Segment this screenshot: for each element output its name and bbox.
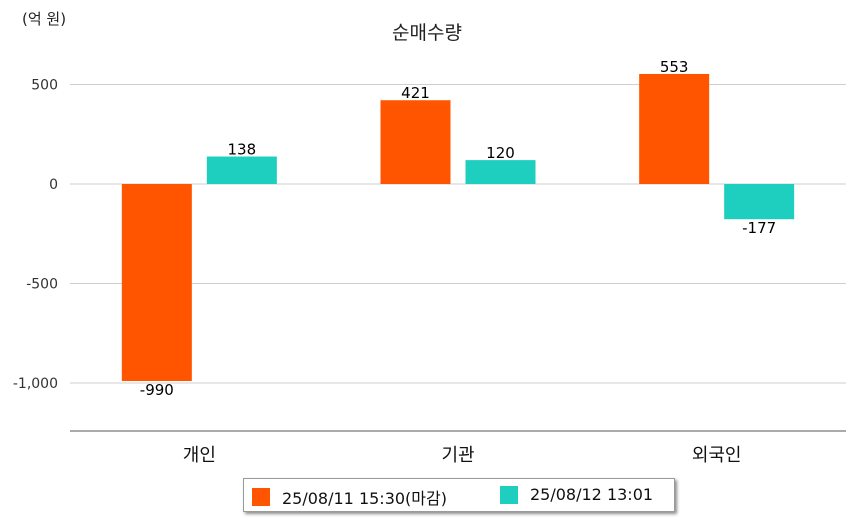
x-category-label: 개인 — [183, 445, 216, 466]
data-label: 138 — [228, 141, 257, 159]
y-tick-label: -500 — [26, 277, 58, 293]
y-axis-ticks: 500 0 -500 -1,000 — [13, 78, 58, 393]
y-tick-label: -1,000 — [13, 376, 58, 392]
legend-label-series-2: 25/08/12 13:01 — [530, 485, 654, 504]
bar-1[interactable] — [121, 184, 192, 382]
chart-title: 순매수량 — [392, 22, 462, 44]
legend-swatch-series-1 — [252, 488, 270, 506]
bar-chart: 500 0 -500 -1,000 -990 138 421 120 553 -177 개인 기관… — [13, 58, 846, 466]
legend-item-series-2[interactable]: 25/08/12 13:01 — [500, 485, 653, 504]
bar-2[interactable] — [724, 184, 795, 220]
gridlines — [70, 84, 846, 384]
bar-1[interactable] — [639, 73, 710, 184]
data-label: 553 — [660, 58, 689, 76]
legend: 25/08/11 15:30(마감) 25/08/12 13:01 — [243, 478, 675, 512]
data-label: -990 — [140, 381, 174, 399]
legend-label-series-1: 25/08/11 15:30(마감) — [282, 489, 447, 508]
x-axis-categories: 개인 기관 외국인 — [183, 445, 742, 466]
unit-label: (억 원) — [22, 10, 67, 28]
bars — [121, 73, 795, 382]
y-tick-label: 0 — [49, 177, 58, 193]
bar-1[interactable] — [380, 100, 451, 184]
data-label: -177 — [742, 219, 776, 237]
x-category-label: 외국인 — [692, 445, 742, 466]
data-label: 421 — [401, 84, 430, 102]
bar-2[interactable] — [206, 156, 277, 184]
data-labels: -990 138 421 120 553 -177 — [140, 58, 776, 399]
x-category-label: 기관 — [441, 445, 474, 466]
y-tick-label: 500 — [31, 78, 58, 94]
bar-2[interactable] — [465, 160, 536, 184]
data-label: 120 — [486, 144, 515, 162]
legend-swatch-series-2 — [500, 485, 518, 504]
legend-item-series-1[interactable]: 25/08/11 15:30(마감) — [252, 485, 447, 509]
